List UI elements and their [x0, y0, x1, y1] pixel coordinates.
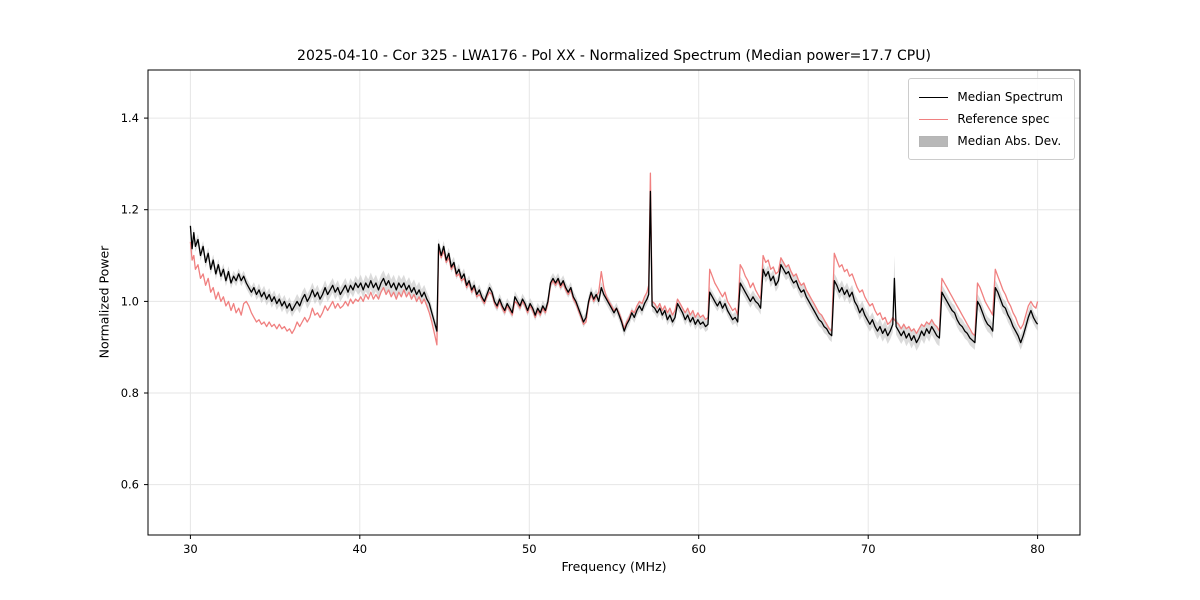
x-tick-label: 50: [522, 542, 537, 556]
x-tick-label: 40: [352, 542, 367, 556]
mad-band: [190, 184, 1038, 351]
median-spectrum-line-swatch: [919, 96, 949, 98]
chart-title: 2025-04-10 - Cor 325 - LWA176 - Pol XX -…: [297, 48, 931, 64]
y-tick-label: 1.0: [121, 294, 139, 308]
y-axis-label: Normalized Power: [96, 245, 112, 359]
axes-frame: [147, 69, 1081, 536]
y-tick-label: 1.2: [121, 203, 139, 217]
legend-label-mad: Median Abs. Dev.: [957, 134, 1062, 148]
x-tick-label: 70: [861, 542, 876, 556]
y-tick-label: 0.8: [121, 386, 139, 400]
legend-label-reference-spec: Reference spec: [957, 112, 1050, 126]
mad-band-swatch: [919, 135, 949, 147]
x-axis-label: Frequency (MHz): [561, 559, 667, 574]
y-tick-label: 0.6: [121, 478, 139, 492]
median-spectrum-line: [189, 190, 1039, 344]
legend-item-median-spectrum: Median Spectrum: [919, 86, 1063, 108]
reference-spec-line: [189, 172, 1039, 346]
x-tick-label: 30: [183, 542, 198, 556]
reference-spec-line-swatch: [919, 118, 949, 120]
legend-label-median-spectrum: Median Spectrum: [957, 90, 1063, 104]
legend-item-mad: Median Abs. Dev.: [919, 130, 1063, 152]
legend: Median Spectrum Reference spec Median Ab…: [908, 78, 1075, 160]
legend-item-reference-spec: Reference spec: [919, 108, 1063, 130]
x-tick-label: 60: [691, 542, 706, 556]
x-tick-label: 80: [1030, 542, 1045, 556]
y-tick-label: 1.4: [121, 111, 139, 125]
